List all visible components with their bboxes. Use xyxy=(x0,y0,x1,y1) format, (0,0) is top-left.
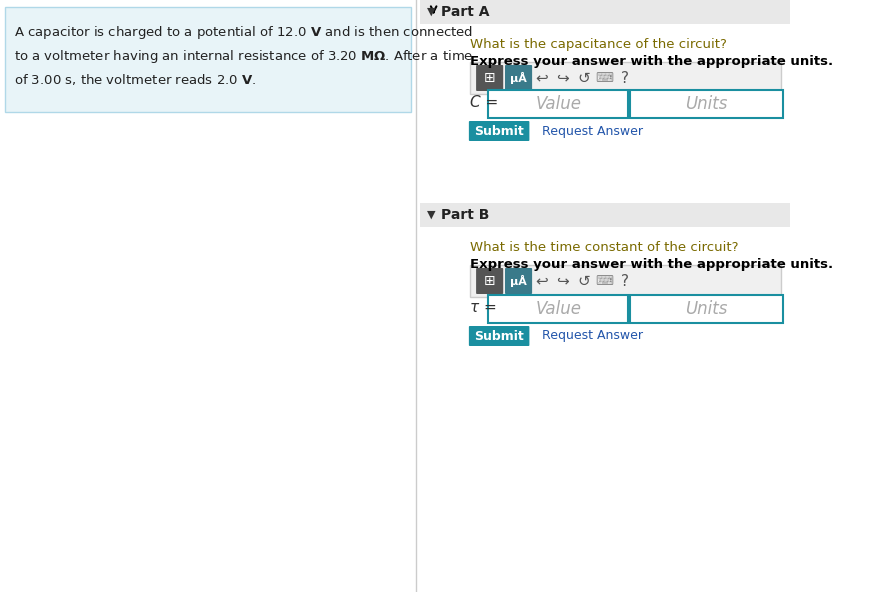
Text: C =: C = xyxy=(469,95,498,110)
FancyBboxPatch shape xyxy=(420,229,788,432)
Text: Submit: Submit xyxy=(473,124,523,137)
Text: Express your answer with the appropriate units.: Express your answer with the appropriate… xyxy=(469,258,832,271)
Text: A capacitor is charged to a potential of 12.0 $\mathbf{V}$ and is then connected: A capacitor is charged to a potential of… xyxy=(13,24,472,88)
Text: ⌨: ⌨ xyxy=(594,275,613,288)
FancyBboxPatch shape xyxy=(505,65,531,91)
FancyBboxPatch shape xyxy=(420,26,788,222)
Text: Units: Units xyxy=(685,300,727,318)
Text: ⊞: ⊞ xyxy=(483,71,495,85)
Text: Express your answer with the appropriate units.: Express your answer with the appropriate… xyxy=(469,55,832,68)
Text: What is the capacitance of the circuit?: What is the capacitance of the circuit? xyxy=(469,38,726,51)
Text: ⊞: ⊞ xyxy=(483,274,495,288)
Text: ↺: ↺ xyxy=(577,70,589,85)
Text: τ =: τ = xyxy=(469,300,496,314)
FancyBboxPatch shape xyxy=(420,0,788,24)
Text: Part B: Part B xyxy=(441,208,489,222)
FancyBboxPatch shape xyxy=(476,65,502,91)
Text: ?: ? xyxy=(621,70,629,85)
FancyBboxPatch shape xyxy=(629,90,782,118)
Text: ↺: ↺ xyxy=(577,274,589,288)
FancyBboxPatch shape xyxy=(420,203,788,227)
FancyBboxPatch shape xyxy=(468,121,529,141)
FancyBboxPatch shape xyxy=(487,90,627,118)
Text: μÅ: μÅ xyxy=(509,275,527,287)
Text: ↩: ↩ xyxy=(535,70,548,85)
Text: ▼: ▼ xyxy=(427,7,435,17)
Text: Request Answer: Request Answer xyxy=(542,330,643,343)
FancyBboxPatch shape xyxy=(629,295,782,323)
Text: ↩: ↩ xyxy=(535,274,548,288)
Text: What is the time constant of the circuit?: What is the time constant of the circuit… xyxy=(469,241,738,254)
Text: ?: ? xyxy=(621,274,629,288)
Text: ▼: ▼ xyxy=(427,210,435,220)
Text: μÅ: μÅ xyxy=(509,72,527,84)
Text: Units: Units xyxy=(685,95,727,113)
Text: ↪: ↪ xyxy=(556,70,569,85)
FancyBboxPatch shape xyxy=(469,265,781,297)
Text: Submit: Submit xyxy=(473,330,523,343)
Text: ⌨: ⌨ xyxy=(594,72,613,85)
FancyBboxPatch shape xyxy=(469,62,781,94)
FancyBboxPatch shape xyxy=(4,7,411,112)
Text: Request Answer: Request Answer xyxy=(542,124,643,137)
FancyBboxPatch shape xyxy=(476,268,502,294)
Text: Part A: Part A xyxy=(441,5,489,19)
FancyBboxPatch shape xyxy=(487,295,627,323)
Text: Value: Value xyxy=(535,95,580,113)
FancyBboxPatch shape xyxy=(468,326,529,346)
Text: Value: Value xyxy=(535,300,580,318)
Text: ↪: ↪ xyxy=(556,274,569,288)
FancyBboxPatch shape xyxy=(505,268,531,294)
